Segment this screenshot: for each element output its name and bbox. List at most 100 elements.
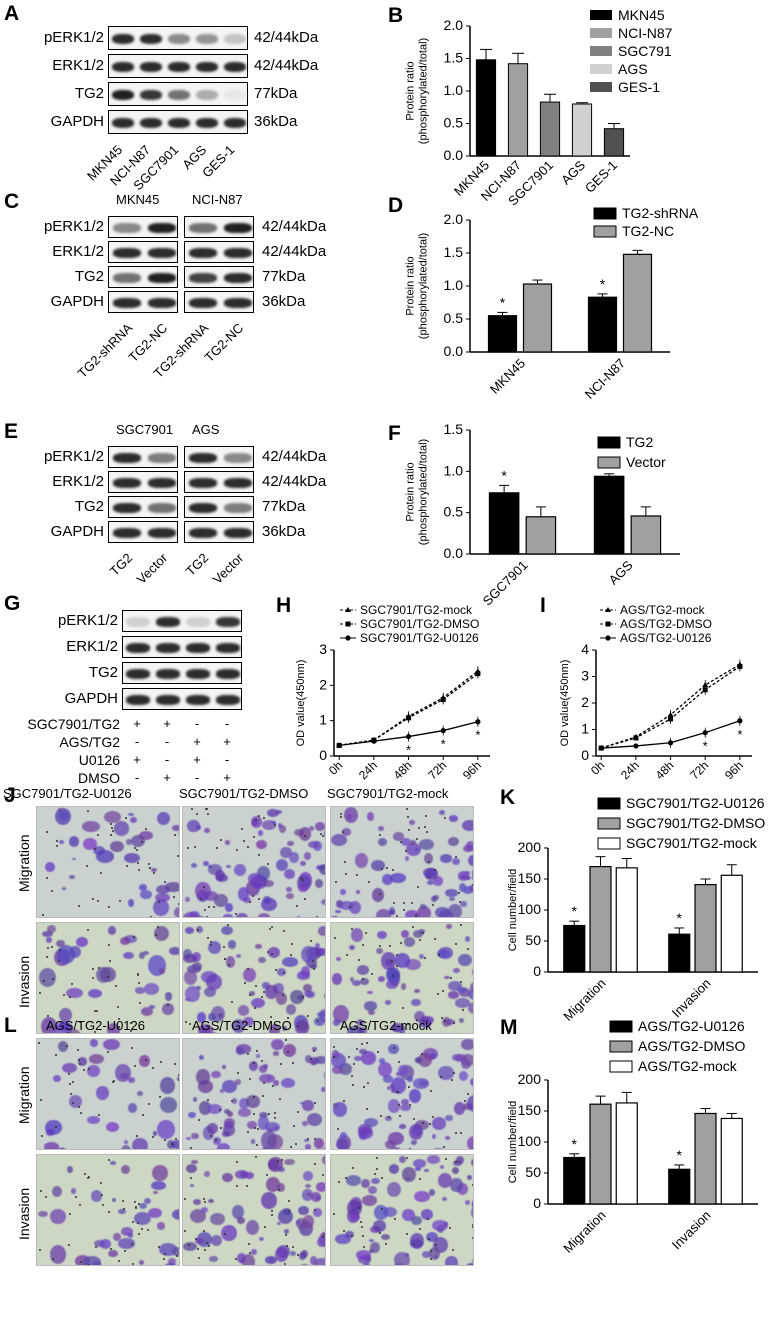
pore-dot — [343, 1229, 346, 1232]
pore-dot — [130, 1022, 133, 1025]
pore-dot — [222, 945, 225, 948]
cell-blob — [336, 957, 342, 962]
pore-dot — [99, 871, 102, 874]
blot-strip — [184, 241, 254, 263]
blot-strip — [108, 26, 248, 50]
pore-dot — [296, 1025, 299, 1028]
cell-blob — [142, 950, 149, 956]
cell-blob — [277, 1221, 282, 1225]
micrograph — [36, 1038, 180, 1150]
blot-strip — [108, 82, 248, 106]
legend-label: GES-1 — [618, 79, 660, 95]
cell-blob — [462, 819, 473, 831]
cell-blob — [333, 1103, 339, 1109]
pore-dot — [392, 1047, 395, 1050]
pore-dot — [174, 1062, 177, 1065]
cell-blob — [313, 1257, 325, 1265]
y-tick-label: 1 — [319, 712, 327, 728]
pore-dot — [351, 1074, 354, 1077]
pore-dot — [110, 834, 113, 836]
pore-dot — [107, 944, 110, 947]
pore-dot — [403, 909, 406, 912]
pore-dot — [451, 1248, 454, 1251]
pore-dot — [407, 829, 410, 832]
band-2-0 — [112, 503, 141, 513]
pore-dot — [97, 834, 100, 837]
pore-dot — [74, 1196, 77, 1199]
pore-dot — [206, 1242, 209, 1245]
pore-dot — [235, 1161, 238, 1164]
pore-dot — [332, 1056, 335, 1059]
x-tick-label: 96h — [722, 758, 746, 782]
cell-blob — [391, 1076, 407, 1094]
pore-dot — [164, 1253, 167, 1256]
x-tick-label-text: 0h — [326, 758, 345, 777]
blot-strip — [108, 446, 178, 468]
cell-blob — [266, 808, 280, 818]
cell-blob — [42, 930, 53, 937]
cell-blob — [401, 929, 410, 938]
blot-strip — [108, 266, 178, 288]
cell-blob — [132, 1137, 148, 1149]
cell-blob — [196, 1012, 207, 1024]
cell-blob — [305, 990, 316, 999]
cell-blob — [245, 1219, 259, 1236]
pore-dot — [464, 1099, 467, 1102]
y-axis-label-line: Cell number/field — [507, 1101, 519, 1184]
cell-blob — [71, 857, 76, 861]
cell-blob — [235, 1078, 241, 1086]
cell-blob — [372, 888, 384, 902]
cell-blob — [375, 909, 392, 917]
pore-dot — [157, 1245, 160, 1248]
pore-dot — [407, 1085, 410, 1088]
cell-blob — [65, 987, 83, 999]
pore-dot — [93, 847, 96, 850]
pore-dot — [247, 1243, 250, 1246]
pore-dot — [117, 1005, 120, 1008]
cell-blob — [157, 1222, 165, 1231]
cell-blob — [461, 1039, 473, 1051]
cell-blob — [157, 812, 170, 826]
pore-dot — [96, 1264, 99, 1265]
pore-dot — [135, 1134, 138, 1137]
cell-blob — [164, 992, 173, 1001]
cell-blob — [377, 837, 388, 847]
cell-blob — [208, 1013, 216, 1022]
cell-blob — [221, 1064, 227, 1070]
pore-dot — [428, 1123, 431, 1126]
pore-dot — [391, 960, 394, 963]
pore-dot — [227, 963, 230, 966]
pore-dot — [190, 1176, 193, 1179]
pore-dot — [100, 1194, 103, 1197]
pore-dot — [422, 1122, 425, 1125]
pore-dot — [381, 1177, 384, 1180]
pore-dot — [256, 1050, 258, 1053]
row-label: TG2 — [74, 268, 104, 285]
cell-blob — [265, 1176, 281, 1192]
cell-blob — [367, 1185, 378, 1194]
pore-dot — [376, 1050, 379, 1053]
cell-blob — [197, 1080, 213, 1093]
legend-label: TG2 — [626, 434, 653, 450]
cell-blob — [287, 840, 294, 846]
cell-blob — [411, 998, 421, 1007]
band-1-0 — [111, 61, 135, 73]
cell-blob — [96, 1086, 109, 1100]
pore-dot — [253, 1062, 256, 1065]
cell-blob — [242, 967, 257, 983]
cell-blob — [202, 861, 210, 867]
cell-blob — [212, 1136, 221, 1146]
pore-dot — [38, 991, 41, 994]
cell-blob — [373, 1220, 386, 1232]
pore-dot — [384, 1242, 387, 1245]
pore-dot — [154, 933, 157, 936]
band-2-3 — [195, 89, 219, 101]
pore-dot — [63, 994, 66, 997]
cell-blob — [356, 964, 370, 976]
pore-dot — [362, 943, 365, 946]
cell-blob — [392, 832, 405, 841]
cell-blob — [424, 1169, 429, 1173]
cell-blob — [159, 968, 165, 975]
legend-label: SGC7901/TG2-U0126 — [360, 631, 479, 645]
cell-blob — [231, 1098, 237, 1104]
